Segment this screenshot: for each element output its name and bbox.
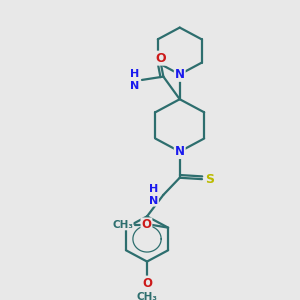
Text: H
N: H N (149, 184, 158, 206)
Text: S: S (205, 172, 214, 186)
Text: O: O (142, 277, 152, 290)
Text: N: N (175, 68, 185, 81)
Text: CH₃: CH₃ (112, 220, 133, 230)
Text: CH₃: CH₃ (136, 292, 158, 300)
Text: H
N: H N (130, 69, 139, 91)
Text: O: O (141, 218, 152, 231)
Text: O: O (156, 52, 166, 65)
Text: N: N (175, 145, 185, 158)
